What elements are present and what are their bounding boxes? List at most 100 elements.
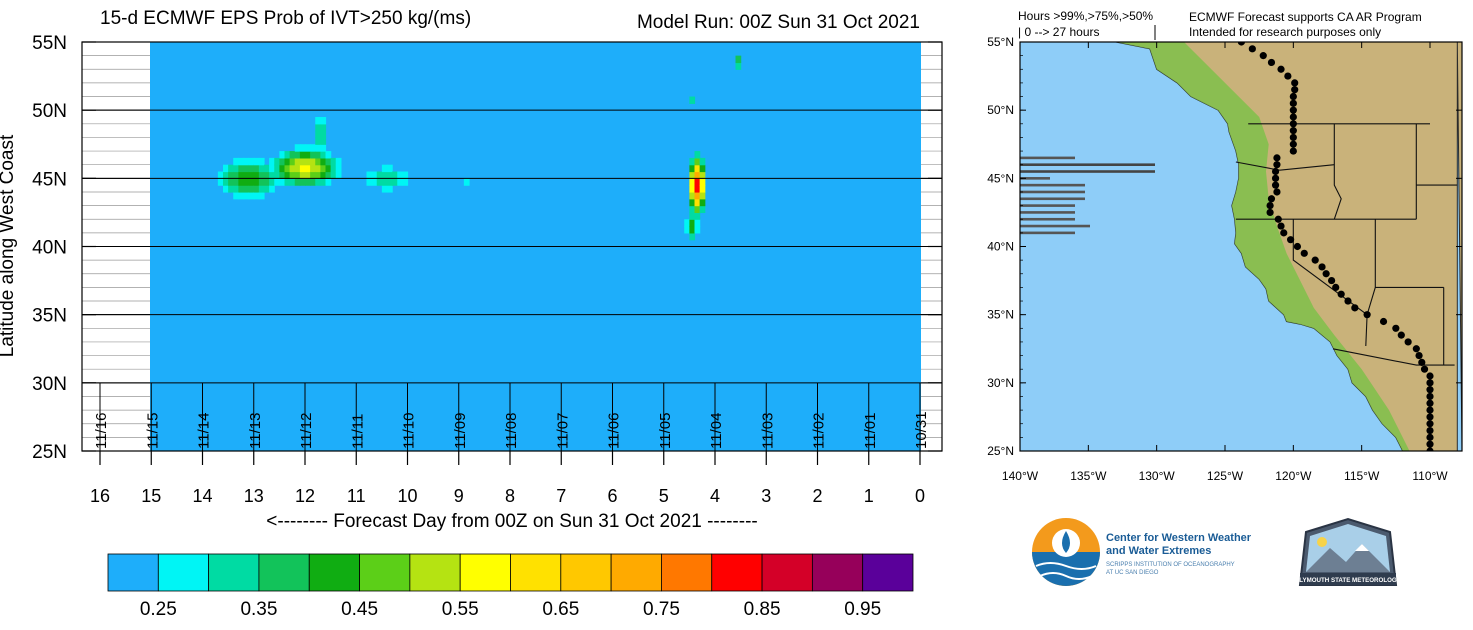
heatmap-cell <box>258 178 265 186</box>
border-line <box>1333 123 1342 220</box>
heatmap-cell <box>243 171 250 179</box>
heatmap-cell <box>463 178 470 186</box>
coast-point <box>1322 270 1330 278</box>
map-note-2: Intended for research purposes only <box>1189 25 1381 39</box>
date-label: 10/31 <box>913 411 930 449</box>
heatmap-cell <box>402 178 409 186</box>
heatmap-cell <box>325 171 332 179</box>
coast-point <box>1318 263 1326 271</box>
heatmap-cell <box>228 178 234 186</box>
coast-point <box>1291 86 1299 94</box>
hours-bar <box>1020 156 1075 160</box>
cw3e-logo: Center for Western Weather and Water Ext… <box>1032 518 1252 586</box>
date-label: 11/10 <box>401 413 418 449</box>
heatmap-cell <box>699 185 706 193</box>
legend-label: 0.75 <box>643 599 680 620</box>
heatmap-cell <box>689 198 696 207</box>
coast-point <box>1363 311 1371 319</box>
heatmap-cell <box>299 164 306 173</box>
heatmap-cell <box>269 157 275 166</box>
legend-swatch <box>409 553 461 592</box>
heatmap-cell <box>253 178 260 186</box>
heatmap-cell <box>315 178 321 186</box>
coast-point <box>1289 113 1297 121</box>
heatmap-cell <box>289 157 296 166</box>
heatmap-cell <box>233 157 239 166</box>
x-tick-label: 0 <box>915 486 925 506</box>
heatmap-cell <box>284 151 291 159</box>
heatmap-cell <box>689 178 696 186</box>
heatmap-cell <box>223 185 229 193</box>
heatmap-cell <box>258 157 265 166</box>
heatmap-cell <box>699 198 706 207</box>
legend-label: 0.55 <box>442 599 479 620</box>
heatmap-cell <box>279 164 286 173</box>
coast-point <box>1426 413 1434 421</box>
heatmap-cell <box>689 171 696 179</box>
coast-point <box>1267 58 1276 67</box>
heatmap-cell <box>253 191 260 200</box>
heatmap-cell <box>320 144 327 152</box>
heatmap-cell <box>330 157 337 166</box>
heatmap-cell <box>699 178 706 186</box>
heatmap-cell <box>684 226 690 234</box>
heatmap-cell <box>694 226 701 234</box>
x-tick-label: 10 <box>397 486 417 506</box>
map-hours-title: Hours >99%,>75%,>50% <box>1018 9 1153 23</box>
heatmap-cell <box>299 151 306 159</box>
heatmap-cell <box>689 185 696 193</box>
heatmap-cell <box>381 178 388 186</box>
y-tick-label: 40N <box>32 238 67 259</box>
coast-point <box>1415 351 1423 360</box>
heatmap-cell <box>325 157 332 166</box>
legend-swatch <box>510 553 562 592</box>
legend-swatch <box>359 553 411 592</box>
map-x-tick-label: 120°W <box>1275 469 1312 483</box>
heatmap-cell <box>243 178 250 186</box>
heatmap-cell <box>305 178 311 186</box>
coast-points <box>1237 42 1434 451</box>
coast-point <box>1289 133 1297 142</box>
map-x-tick-label: 130°W <box>1139 469 1176 483</box>
map-hours-range: | 0 --> 27 hours <box>1018 25 1100 39</box>
heatmap-cell <box>228 164 234 173</box>
x-tick-label: 4 <box>710 486 720 506</box>
heatmap-cell <box>274 157 280 166</box>
heatmap-cell <box>279 178 286 186</box>
x-tick-label: 9 <box>454 486 464 506</box>
coast-point <box>1289 106 1297 114</box>
heatmap-cell <box>320 116 327 125</box>
coast-point <box>1266 208 1274 217</box>
x-tick-label: 15 <box>141 486 161 506</box>
heatmap-cell <box>238 185 245 193</box>
heatmap-cell <box>284 178 291 186</box>
heatmap-cell <box>258 171 265 179</box>
border-line <box>1332 348 1455 366</box>
coast-point <box>1237 42 1245 46</box>
heatmap-cell <box>689 96 696 104</box>
legend-swatch <box>862 553 914 592</box>
cw3e-line-3: SCRIPPS INSTITUTION OF OCEANOGRAPHY <box>1106 562 1235 568</box>
heatmap-cell <box>371 178 378 186</box>
coast-point <box>1300 249 1308 257</box>
y-axis-label: Latitude along West Coast <box>0 134 18 357</box>
heatmap-cell <box>248 157 255 166</box>
heatmap-cell <box>253 164 260 173</box>
coast-point <box>1289 147 1297 155</box>
heatmap-cell <box>699 205 706 214</box>
map-y-tick-label: 35°N <box>987 308 1014 322</box>
heatmap-cell <box>689 219 696 227</box>
date-label: 11/05 <box>657 413 674 449</box>
heatmap-cell <box>315 151 321 159</box>
x-tick-label: 13 <box>244 486 264 506</box>
heatmap-cell <box>320 171 327 179</box>
heatmap-chart: 15-d ECMWF EPS Prob of IVT>250 kg/(ms) M… <box>0 8 943 532</box>
border-line <box>1235 161 1335 171</box>
heatmap-cell <box>689 164 696 173</box>
heatmap-cell <box>735 62 742 70</box>
heatmap-cell <box>248 185 255 193</box>
coast-point <box>1426 372 1434 380</box>
hours-bar <box>1020 217 1075 221</box>
map-x-tick-label: 125°W <box>1207 469 1244 483</box>
